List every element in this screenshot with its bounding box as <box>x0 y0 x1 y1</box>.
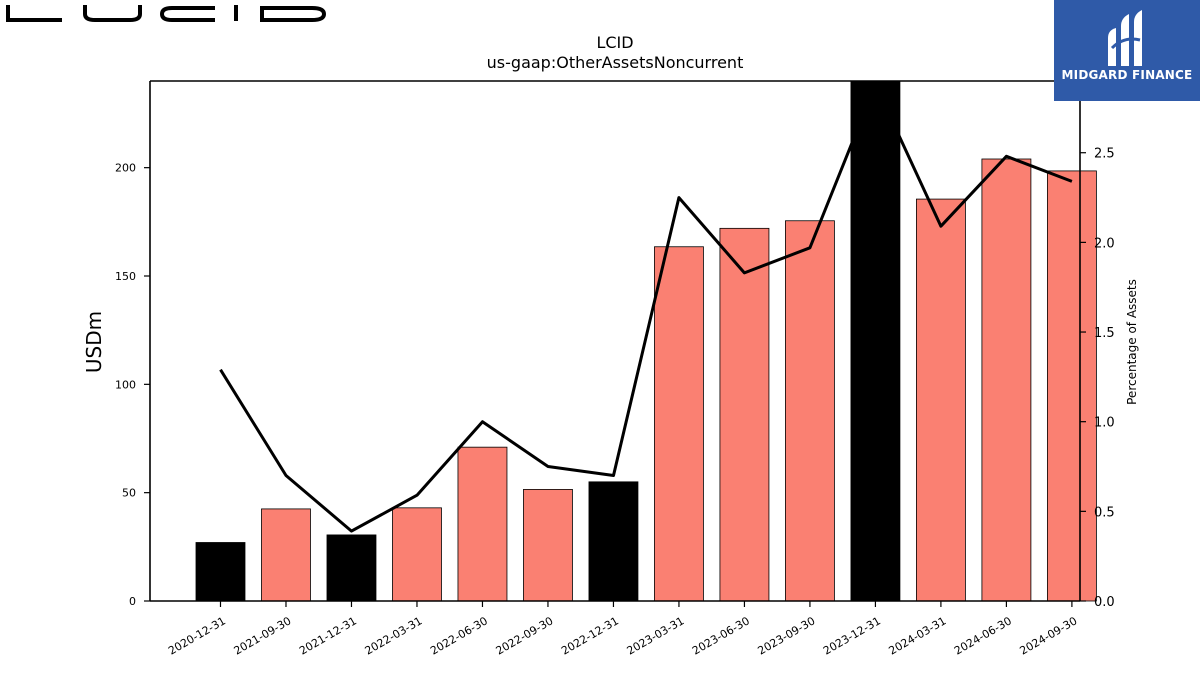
x-ticks: 2020-12-31 2021-09-30 2021-12-31 2022-03-31… <box>166 601 1079 658</box>
chart-subtitle: us-gaap:OtherAssetsNoncurrent <box>487 53 744 72</box>
bar-series <box>195 80 1097 602</box>
y-right-tick-label: 1.5 <box>1094 326 1115 341</box>
lucid-wordmark-logo <box>6 5 327 22</box>
x-tick-label: 2024-03-31 <box>887 614 949 657</box>
x-tick-label: 2022-03-31 <box>363 614 425 657</box>
y-tick-label: 100 <box>115 378 136 391</box>
x-tick-label: 2023-09-30 <box>756 614 818 657</box>
x-tick-label: 2021-09-30 <box>232 614 294 657</box>
bar-2024-06-30 <box>981 158 1032 602</box>
y-right-tick-label: 0.0 <box>1094 595 1115 610</box>
x-tick-label: 2023-03-31 <box>625 614 687 657</box>
x-tick-label: 2023-06-30 <box>690 614 752 657</box>
y-right-tick-label: 2.0 <box>1094 236 1115 251</box>
left-y-ticks: 0 50 100 150 200 <box>115 162 150 608</box>
bar-2022-06-30 <box>457 446 508 602</box>
y-tick-label: 150 <box>115 270 136 283</box>
lucid-logo <box>0 0 330 30</box>
midgard-finance-logo <box>1108 10 1142 66</box>
chart-title: LCID <box>596 33 633 52</box>
badge-label: MIDGARD FINANCE <box>1061 68 1193 82</box>
x-tick-label: 2021-12-31 <box>297 614 359 657</box>
line-series <box>219 83 1073 533</box>
x-tick-label: 2022-09-30 <box>494 614 556 657</box>
x-tick-label: 2020-12-31 <box>166 614 228 657</box>
x-tick-label: 2022-12-31 <box>559 614 621 657</box>
x-tick-label: 2023-12-31 <box>821 614 883 657</box>
percentage-line <box>219 83 1073 533</box>
right-y-ticks: 0.0 0.5 1.0 1.5 2.0 2.5 <box>1080 147 1115 610</box>
bar-2023-03-31 <box>654 246 704 602</box>
bar-2024-03-31 <box>916 198 966 602</box>
bar-2021-09-30 <box>261 508 311 602</box>
y-right-tick-label: 2.5 <box>1094 147 1115 162</box>
y-tick-label: 50 <box>122 487 136 500</box>
y-tick-label: 200 <box>115 162 136 175</box>
bar-2020-12-31 <box>195 542 246 602</box>
y-tick-label: 0 <box>129 595 136 608</box>
midgard-finance-badge: MIDGARD FINANCE <box>1054 0 1200 101</box>
bar-2024-09-30 <box>1047 170 1097 602</box>
y-right-tick-label: 0.5 <box>1094 505 1115 520</box>
x-tick-label: 2024-09-30 <box>1018 614 1080 657</box>
bar-2023-06-30 <box>719 227 770 602</box>
right-y-axis-label: Percentage of Assets <box>1125 279 1139 405</box>
x-tick-label: 2022-06-30 <box>428 614 490 657</box>
bar-2022-09-30 <box>523 489 573 602</box>
bar-2023-12-31 <box>850 80 901 602</box>
x-tick-label: 2024-06-30 <box>952 614 1014 657</box>
y-right-tick-label: 1.0 <box>1094 416 1115 431</box>
bar-2022-12-31 <box>588 481 639 602</box>
y-axis-label: USDm <box>82 311 106 373</box>
bar-2023-09-30 <box>785 220 835 602</box>
bar-2022-03-31 <box>392 507 442 602</box>
bar-2021-12-31 <box>326 534 377 602</box>
